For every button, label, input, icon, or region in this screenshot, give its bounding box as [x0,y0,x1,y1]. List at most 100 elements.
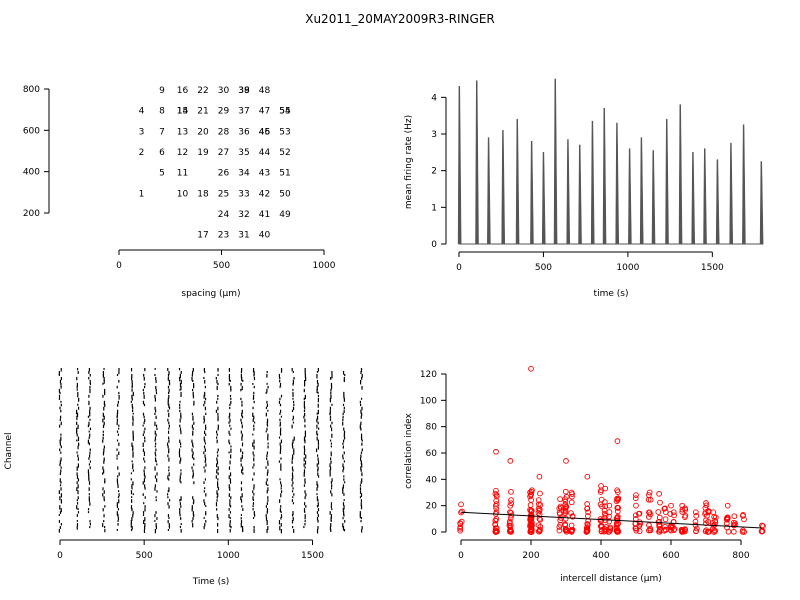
correlation-point [556,527,563,534]
correlation-point [601,526,608,532]
channel-label-7: 7 [159,127,165,137]
correlation-point [636,528,643,535]
channel-label-34: 34 [238,169,250,179]
channel-label-37: 37 [238,107,249,117]
correlation-point [607,525,613,532]
channel-label-21: 21 [197,107,208,117]
correlation-point [730,519,737,526]
correlation-point [556,524,563,530]
correlation-y-tick-label: 40 [426,475,438,485]
correlation-point [711,521,718,528]
mean-firing-rate-x-tick-label: 500 [535,263,552,273]
correlation-point [584,527,591,534]
channel-label-22: 22 [197,86,208,96]
channel-label-10: 10 [177,189,189,199]
channel-label-29: 29 [218,107,230,117]
correlation-point [646,489,653,496]
channel-label-50: 50 [279,189,291,199]
channel-label-49: 49 [279,210,291,220]
correlation-point [584,521,591,527]
correlation-point [702,509,709,516]
channel-label-42: 42 [259,189,270,199]
correlation-point [741,516,747,523]
correlation-point [507,502,514,509]
correlation-point [740,527,746,534]
correlation-point [601,507,608,514]
firing-rate-burst [759,161,764,245]
correlation-point [599,503,605,510]
firing-rate-burst [541,152,546,245]
correlation-point [492,525,499,532]
raster-x-tick-label: 1500 [301,551,324,561]
correlation-point [569,493,575,500]
correlation-point [724,502,731,509]
correlation-point [508,497,514,503]
correlation-point [556,509,563,516]
correlation-point [655,509,662,515]
mean-firing-rate-y-axis-label: mean firing rate (Hz) [404,115,414,209]
figure-title: Xu2011_20MAY2009R3-RINGER [305,12,495,26]
channel-label-4: 4 [139,107,145,117]
mean-firing-rate-x-tick-label: 1500 [701,263,724,273]
channel-label-8: 8 [159,107,165,117]
firing-rate-burst [578,144,582,245]
correlation-point [535,528,542,535]
channel-label-1: 1 [139,189,145,199]
correlation-point [584,501,590,507]
correlation-point [494,528,500,535]
correlation-point [740,513,746,519]
channel-label-2: 2 [139,148,145,158]
firing-rate-burst [566,139,571,245]
correlation-y-tick-label: 100 [420,396,437,406]
correlation-point [562,496,568,502]
correlation-point [537,502,544,508]
correlation-point [614,508,621,515]
channel-label-20: 20 [197,127,209,137]
raster-x-tick-label: 0 [57,551,63,561]
correlation-point [670,509,677,516]
electrode-layout-y-tick-label: 200 [23,209,40,219]
firing-rate-burst [678,104,683,245]
channel-label-46: 46 [259,127,271,137]
channel-label-54: 54 [279,107,291,117]
channel-label-11: 11 [177,169,188,179]
mean-firing-rate-bursts [457,78,764,245]
channel-label-19: 19 [197,148,209,158]
correlation-point [724,516,731,523]
correlation-point [632,495,639,502]
correlation-point [647,525,653,532]
correlation-point [508,512,515,519]
correlation-point [506,522,513,529]
correlation-point [712,519,719,526]
mean-firing-rate-y-tick-label: 3 [431,130,437,140]
correlation-point [493,492,500,498]
correlation-point [724,514,731,521]
firing-rate-burst [553,78,558,245]
correlation-point [597,523,604,530]
channel-label-9: 9 [159,86,165,96]
correlation-point [585,509,591,516]
electrode-layout-y-tick-label: 400 [23,168,40,178]
mean-firing-rate-y-tick-label: 2 [431,167,437,177]
correlation-point [693,525,700,532]
correlation-fit-line [460,511,763,529]
firing-rate-burst [457,86,462,245]
correlation-point [562,507,569,514]
correlation-point [668,502,674,509]
correlation-point [671,512,677,519]
correlation-point [508,488,514,495]
correlation-point [731,522,737,529]
correlation-point [493,516,500,522]
correlation-point [613,525,620,532]
correlation-y-tick-label: 120 [420,370,437,380]
correlation-point [662,516,669,523]
correlation-point [508,528,514,535]
mean-firing-rate-y-tick-label: 1 [431,203,437,213]
firing-rate-burst [615,122,620,245]
correlation-point [536,511,543,518]
firing-rate-burst [742,124,746,245]
correlation-y-tick-label: 80 [426,423,438,433]
channel-label-12: 12 [177,148,188,158]
raster-spikes [58,368,363,534]
correlation-point [657,499,663,506]
